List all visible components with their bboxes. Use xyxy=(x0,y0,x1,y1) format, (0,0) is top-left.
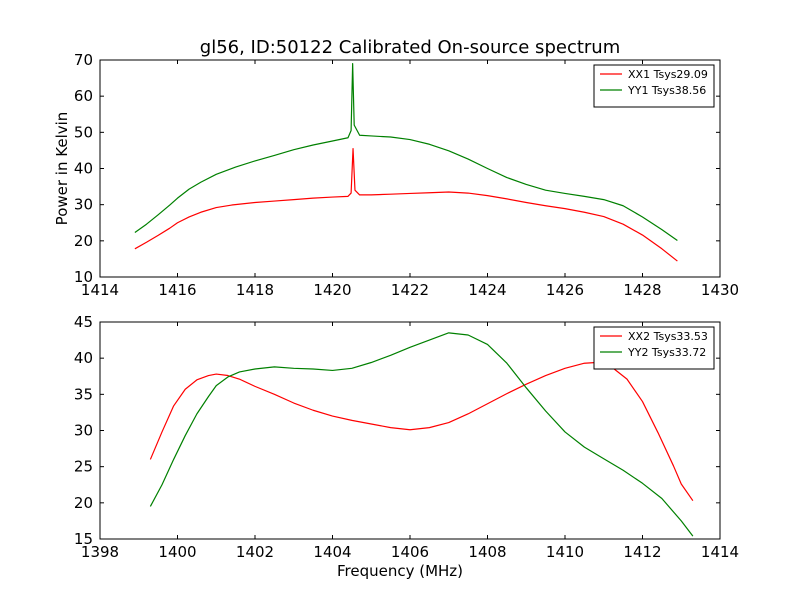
y-tick-label: 45 xyxy=(74,313,93,331)
legend-top: XX1 Tsys29.09 YY1 Tsys38.56 xyxy=(593,64,715,108)
panel-bottom: 1398 1400 1402 1404 1406 1408 1410 1412 1414 15 20… xyxy=(74,313,739,580)
x-axis-title: Frequency (MHz) xyxy=(337,562,463,580)
x-tick-label: 1398 xyxy=(81,543,119,561)
x-tick-label: 1430 xyxy=(701,281,739,299)
legend-box xyxy=(593,326,715,370)
legend-label: XX1 Tsys29.09 xyxy=(628,68,708,81)
x-tick-label: 1426 xyxy=(546,281,584,299)
y-tick-label: 10 xyxy=(74,268,93,286)
panel-top: 1414 1416 1418 1420 1422 1424 1426 1428 1430 10 20… xyxy=(53,51,739,299)
x-tick-label: 1428 xyxy=(623,281,661,299)
x-tick-label: 1414 xyxy=(81,281,119,299)
x-tick-label: 1404 xyxy=(313,543,351,561)
x-tick-label: 1406 xyxy=(391,543,429,561)
legend-label: XX2 Tsys33.53 xyxy=(628,330,708,343)
legend-label: YY2 Tsys33.72 xyxy=(627,346,706,359)
y-axis-title: Power in Kelvin xyxy=(53,112,71,226)
x-tick-label: 1408 xyxy=(468,543,506,561)
figure-title: gl56, ID:50122 Calibrated On-source spec… xyxy=(200,37,620,58)
legend-label: YY1 Tsys38.56 xyxy=(627,84,706,97)
series-line-top-2 xyxy=(134,63,678,241)
legend-box xyxy=(593,64,715,108)
legend-bottom: XX2 Tsys33.53 YY2 Tsys33.72 xyxy=(593,326,715,370)
y-tick-label: 50 xyxy=(74,123,93,141)
x-tick-label: 1402 xyxy=(236,543,274,561)
x-tick-label: 1424 xyxy=(468,281,506,299)
x-tick-label: 1422 xyxy=(391,281,429,299)
y-tick-label: 40 xyxy=(74,160,93,178)
x-tick-label: 1414 xyxy=(701,543,739,561)
series-line-top-1 xyxy=(134,148,678,262)
x-tick-label: 1416 xyxy=(158,281,196,299)
y-tick-label: 15 xyxy=(74,530,93,548)
x-tick-label: 1418 xyxy=(236,281,274,299)
y-tick-label: 30 xyxy=(74,196,93,214)
series-line-bottom-1 xyxy=(149,361,694,502)
x-tick-label: 1412 xyxy=(623,543,661,561)
x-tick-label: 1420 xyxy=(313,281,351,299)
x-tick-label: 1400 xyxy=(158,543,196,561)
y-tick-label: 70 xyxy=(74,51,93,69)
x-tick-label: 1410 xyxy=(546,543,584,561)
y-tick-label: 40 xyxy=(74,349,93,367)
y-tick-label: 60 xyxy=(74,87,93,105)
y-tick-label: 35 xyxy=(74,385,93,403)
series-line-bottom-2 xyxy=(149,332,694,537)
y-tick-label: 20 xyxy=(74,494,93,512)
y-tick-label: 20 xyxy=(74,232,93,250)
y-tick-label: 30 xyxy=(74,422,93,440)
y-tick-label: 25 xyxy=(74,458,93,476)
